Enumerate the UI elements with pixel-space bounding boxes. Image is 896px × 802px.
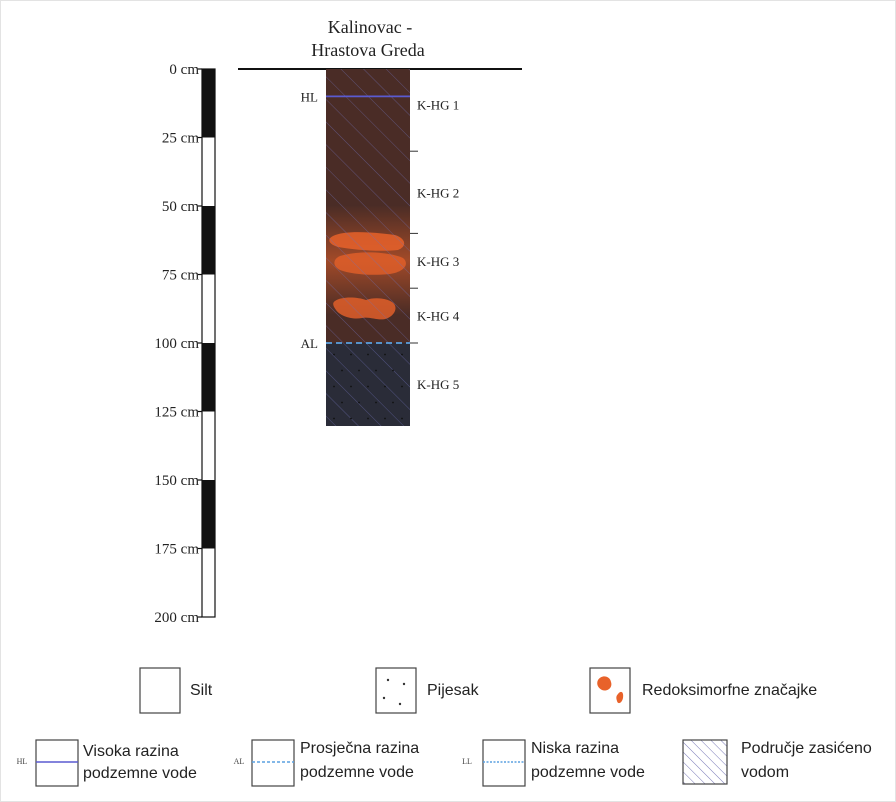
legend-sand-dot	[398, 702, 402, 706]
legend-redox-swatch	[589, 667, 631, 714]
saturation-hatch	[326, 69, 410, 426]
sand-dot	[384, 385, 386, 388]
sand-dot	[333, 385, 335, 388]
sand-dot	[358, 401, 360, 404]
scale-tick-label: 75 cm	[162, 268, 199, 284]
legend-al-code: AL	[234, 757, 245, 766]
sand-dot	[375, 369, 377, 372]
scale-tick-label: 25 cm	[162, 131, 199, 147]
sand-dot	[350, 417, 352, 420]
sand-dot	[392, 369, 394, 372]
water-level-code: AL	[301, 336, 318, 351]
sand-dot	[350, 385, 352, 388]
scale-segment	[202, 274, 215, 343]
sand-dot	[341, 401, 343, 404]
legend-redox-mottle	[616, 691, 624, 704]
legend-al-label-2: podzemne vode	[300, 764, 414, 781]
scale-tick-label: 125 cm	[154, 405, 199, 421]
scale-segment	[202, 137, 215, 206]
sand-dot	[367, 353, 369, 356]
legend-al-label-1: Prosječna razina	[300, 740, 419, 757]
legend-silt-label: Silt	[190, 682, 213, 699]
horizon-label: K-HG 2	[417, 185, 459, 200]
sand-dot	[367, 385, 369, 388]
sand-dot	[401, 353, 403, 356]
scale-segment	[202, 206, 215, 275]
legend-redox-mottle	[597, 676, 612, 691]
legend-al-swatch	[251, 739, 295, 787]
water-levels: HL AL	[301, 89, 410, 351]
legend-saturated-label-2: vodom	[741, 764, 789, 781]
diagram-title-line1: Kalinovac -	[328, 17, 412, 37]
sand-dot	[350, 353, 352, 356]
legend-sand-dot	[382, 696, 386, 700]
legend-ll-swatch	[482, 739, 526, 787]
legend-ll-code: LL	[462, 757, 472, 766]
sand-dot	[384, 417, 386, 420]
sand-dots	[333, 353, 403, 420]
legend-hl-label-2: podzemne vode	[83, 765, 197, 782]
diagram-title-line2: Hrastova Greda	[311, 40, 424, 60]
sand-dot	[333, 417, 335, 420]
horizon-labels: K-HG 1 K-HG 2 K-HG 3 K-HG 4 K-HG 5	[410, 98, 460, 392]
legend-sand-label: Pijesak	[427, 682, 480, 699]
scale-tick-label: 150 cm	[154, 473, 199, 489]
legend-saturated-label-1: Područje zasićeno	[741, 740, 872, 757]
horizon-label: K-HG 1	[417, 98, 459, 113]
legend-saturated-swatch	[682, 739, 728, 785]
scale-tick-label: 100 cm	[154, 336, 199, 352]
sand-dot	[367, 417, 369, 420]
scale-tick-label: 50 cm	[162, 199, 199, 215]
legend-redox-label: Redoksimorfne značajke	[642, 682, 817, 699]
legend-sand-dot	[402, 682, 406, 686]
legend-sand-dot	[386, 678, 390, 682]
legend: Silt Pijesak Redoksimorfne značajke HL V…	[17, 667, 872, 787]
scale-tick-label: 200 cm	[154, 610, 199, 626]
scale-segment	[202, 343, 215, 412]
legend-hl-label-1: Visoka razina	[83, 743, 179, 760]
legend-silt-swatch	[139, 667, 181, 714]
sand-dot	[392, 401, 394, 404]
scale-segment	[202, 548, 215, 617]
sand-dot	[358, 369, 360, 372]
legend-sand-swatch	[375, 667, 417, 714]
sand-dot	[333, 353, 335, 356]
sand-dot	[375, 401, 377, 404]
scale-tick-label: 0 cm	[169, 62, 199, 78]
scale-segment	[202, 480, 215, 549]
legend-hl-swatch	[35, 739, 79, 787]
legend-ll-label-1: Niska razina	[531, 740, 619, 757]
horizon-label: K-HG 4	[417, 309, 460, 324]
horizon-label: K-HG 3	[417, 254, 459, 269]
horizon-label: K-HG 5	[417, 377, 459, 392]
depth-scale: 0 cm 25 cm 50 cm 75 cm 100 cm 125 cm 150 cm 175…	[154, 62, 216, 626]
sand-dot	[384, 353, 386, 356]
soil-column	[326, 69, 410, 426]
scale-segment	[202, 411, 215, 480]
legend-ll-label-2: podzemne vode	[531, 764, 645, 781]
sand-dot	[401, 417, 403, 420]
scale-tick-label: 175 cm	[154, 542, 199, 558]
water-level-code: HL	[301, 89, 318, 104]
legend-hl-code: HL	[17, 757, 28, 766]
sand-dot	[341, 369, 343, 372]
sand-dot	[401, 385, 403, 388]
scale-segment	[202, 69, 215, 138]
